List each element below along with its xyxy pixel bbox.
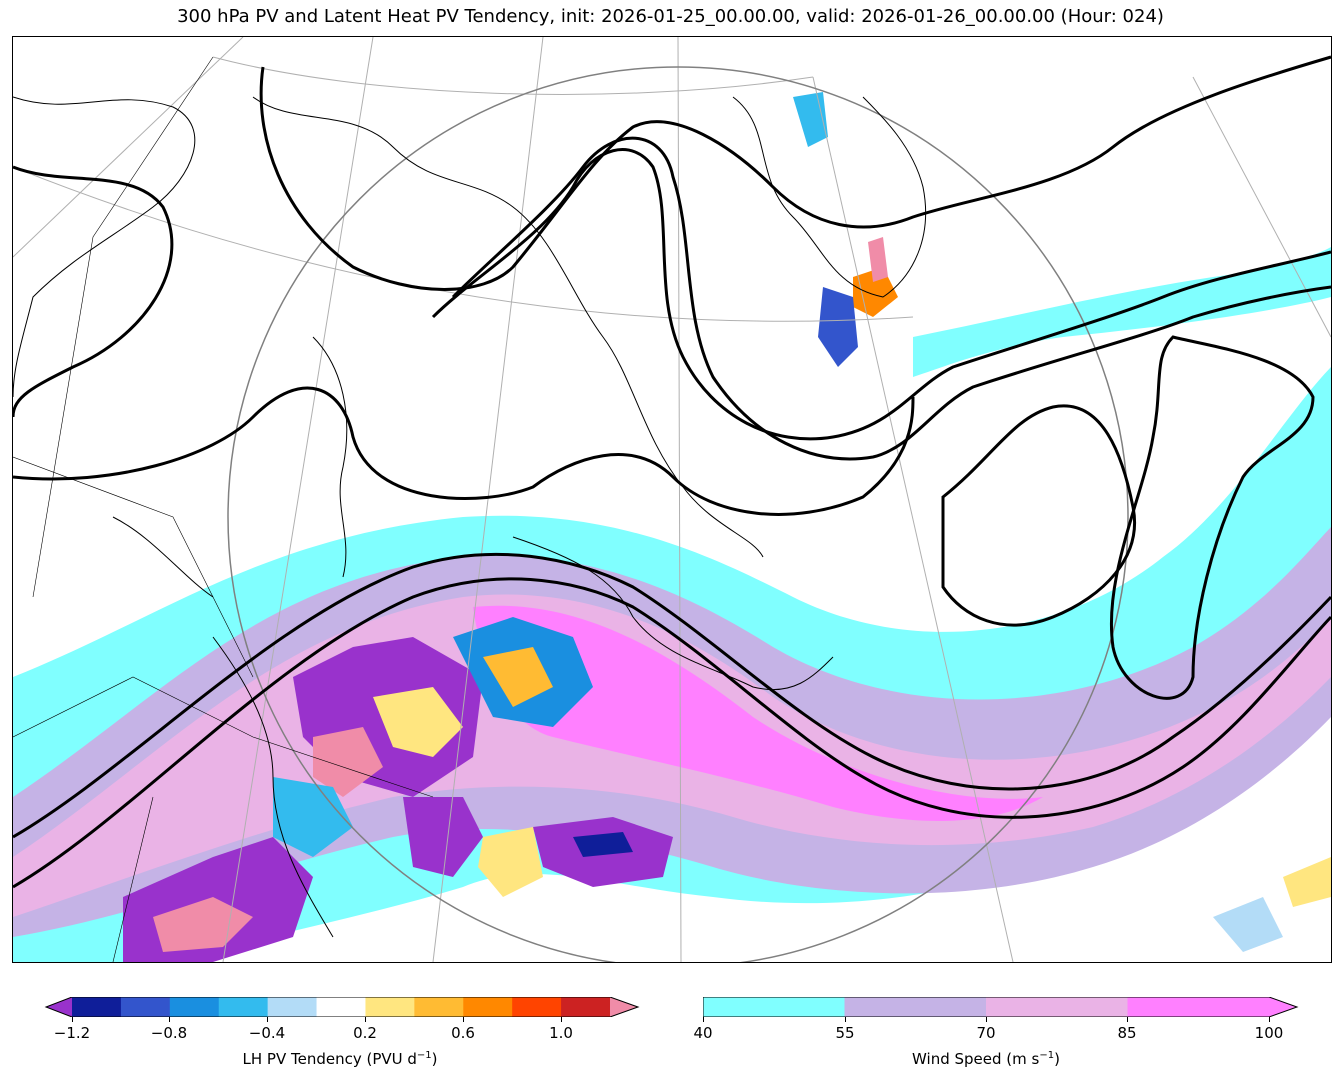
map-panel [12, 36, 1332, 963]
lh-colorbar-segment [512, 997, 562, 1017]
lh-colorbar-tick-mark [365, 1017, 366, 1022]
lh-pv-tendency-patches [123, 92, 1331, 962]
lh-label-exp: −1 [416, 1050, 432, 1061]
lh-colorbar-tick-mark [169, 1017, 170, 1022]
polar-circle [227, 66, 1129, 962]
wind-colorbar-tick-mark [1269, 1017, 1270, 1022]
lh-pv-colorbar [44, 996, 640, 1018]
lh-colorbar-extend-low [46, 997, 72, 1017]
borders [13, 56, 434, 962]
pv-contours [13, 55, 1331, 889]
lh-colorbar-tick-mark [463, 1017, 464, 1022]
wind-label-exp: −1 [1039, 1050, 1055, 1061]
lh-label-close: ) [431, 1050, 438, 1068]
lh-colorbar-tick-label: −0.4 [248, 1024, 286, 1042]
lh-colorbar-segment [561, 997, 611, 1017]
wind-label-text: Wind Speed (m s [912, 1050, 1040, 1068]
lh-colorbar-segment [365, 997, 415, 1017]
lh-colorbar-segment [169, 997, 220, 1017]
lh-label-text: LH PV Tendency (PVU d [242, 1050, 417, 1068]
wind-colorbar-tick-mark [845, 1017, 846, 1022]
lh-colorbar-segment [463, 997, 513, 1017]
lh-colorbar-tick-mark [72, 1017, 73, 1022]
wind-colorbar-tick-mark [1127, 1017, 1128, 1022]
lh-colorbar-segment [218, 997, 269, 1017]
wind-colorbar-tick-mark [986, 1017, 987, 1022]
wind-colorbar-svg [702, 996, 1299, 1018]
map-canvas [13, 37, 1331, 962]
wind-colorbar-tick-label: 100 [1254, 1024, 1284, 1042]
wind-colorbar-tick-label: 40 [693, 1024, 713, 1042]
wind-colorbar-tick-mark [703, 1017, 704, 1022]
wind-colorbar-title: Wind Speed (m s−1) [912, 1050, 1060, 1068]
lh-colorbar-segment [316, 997, 366, 1017]
wind-speed-colorbar [702, 996, 1299, 1018]
wind-colorbar-segment [986, 997, 1128, 1017]
lh-colorbar-tick-mark [267, 1017, 268, 1022]
lh-colorbar-tick-label: 0.6 [451, 1024, 475, 1042]
lh-colorbar-tick-label: 1.0 [549, 1024, 573, 1042]
lh-colorbar-segment [414, 997, 464, 1017]
lh-colorbar-svg [44, 996, 640, 1018]
wind-shading-85 [473, 605, 1043, 821]
wind-colorbar-segment [1127, 997, 1270, 1017]
wind-colorbar-tick-label: 55 [835, 1024, 855, 1042]
lh-colorbar-tick-label: 0.2 [353, 1024, 377, 1042]
wind-colorbar-tick-label: 70 [976, 1024, 996, 1042]
lh-colorbar-tick-label: −0.8 [150, 1024, 188, 1042]
wind-label-close: ) [1054, 1050, 1060, 1068]
lh-colorbar-segment [72, 997, 122, 1017]
lh-colorbar-segment [267, 997, 318, 1017]
figure-title: 300 hPa PV and Latent Heat PV Tendency, … [177, 6, 1164, 27]
lh-colorbar-tick-mark [561, 1017, 562, 1022]
wind-colorbar-tick-label: 85 [1117, 1024, 1137, 1042]
lh-colorbar-tick-label: −1.2 [53, 1024, 91, 1042]
lh-colorbar-title: LH PV Tendency (PVU d−1) [242, 1050, 437, 1068]
lh-colorbar-extend-high [610, 997, 638, 1017]
lh-colorbar-segment [120, 997, 171, 1017]
wind-colorbar-segment [703, 997, 845, 1017]
wind-colorbar-segment [844, 997, 987, 1017]
wind-colorbar-extend-high [1269, 997, 1297, 1017]
